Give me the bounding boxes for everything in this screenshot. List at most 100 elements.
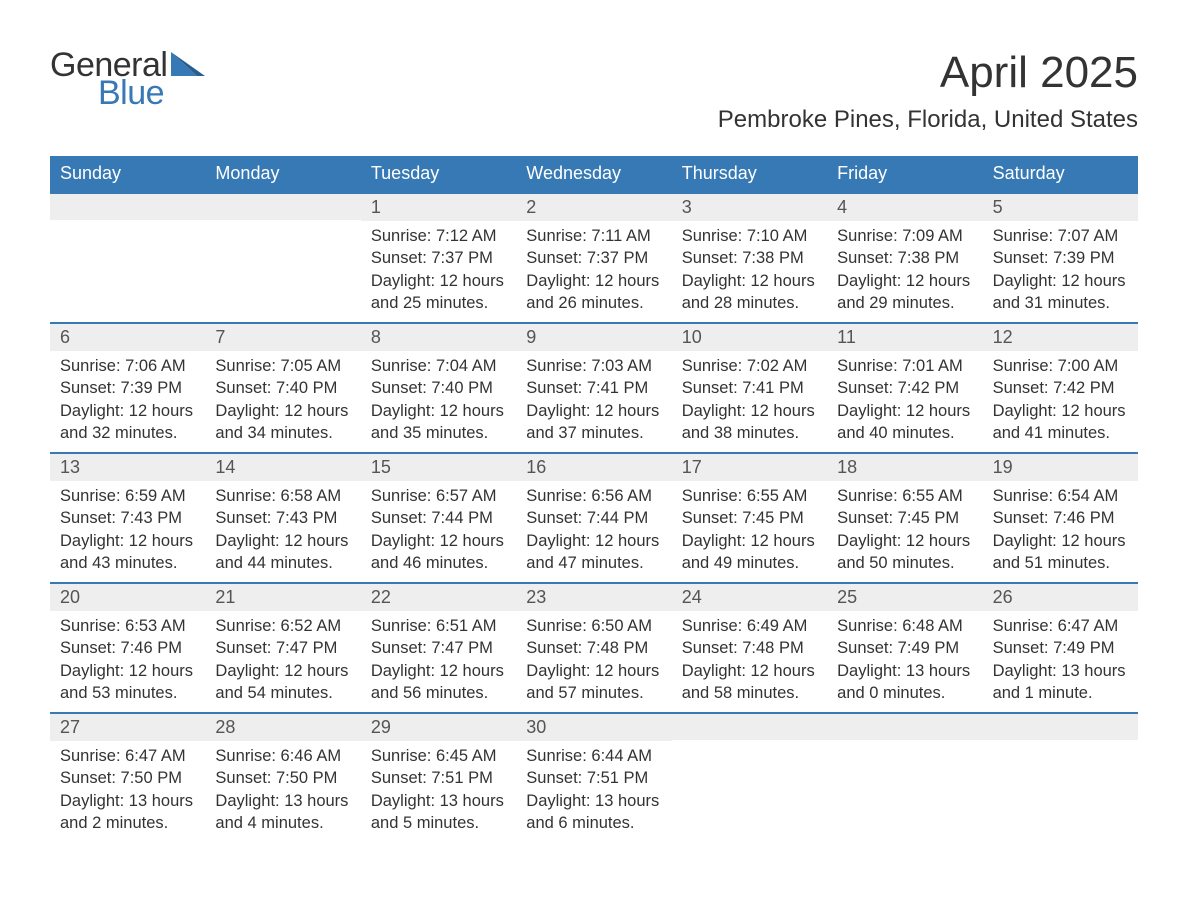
day-body: Sunrise: 7:10 AMSunset: 7:38 PMDaylight:… xyxy=(672,221,827,320)
day-cell: 24Sunrise: 6:49 AMSunset: 7:48 PMDayligh… xyxy=(672,584,827,712)
day-daylight2: and 6 minutes. xyxy=(526,812,661,834)
day-daylight1: Daylight: 13 hours xyxy=(993,660,1128,682)
day-cell: 23Sunrise: 6:50 AMSunset: 7:48 PMDayligh… xyxy=(516,584,671,712)
day-number: 21 xyxy=(205,584,360,611)
day-sunrise: Sunrise: 7:05 AM xyxy=(215,355,350,377)
day-body: Sunrise: 6:57 AMSunset: 7:44 PMDaylight:… xyxy=(361,481,516,580)
day-sunset: Sunset: 7:45 PM xyxy=(837,507,972,529)
dow-thursday: Thursday xyxy=(672,156,827,192)
dow-sunday: Sunday xyxy=(50,156,205,192)
day-sunset: Sunset: 7:48 PM xyxy=(526,637,661,659)
day-body: Sunrise: 6:59 AMSunset: 7:43 PMDaylight:… xyxy=(50,481,205,580)
day-daylight2: and 26 minutes. xyxy=(526,292,661,314)
day-daylight2: and 38 minutes. xyxy=(682,422,817,444)
day-cell: 12Sunrise: 7:00 AMSunset: 7:42 PMDayligh… xyxy=(983,324,1138,452)
day-cell: 21Sunrise: 6:52 AMSunset: 7:47 PMDayligh… xyxy=(205,584,360,712)
day-daylight1: Daylight: 12 hours xyxy=(215,530,350,552)
day-sunrise: Sunrise: 6:54 AM xyxy=(993,485,1128,507)
dow-tuesday: Tuesday xyxy=(361,156,516,192)
day-body: Sunrise: 6:55 AMSunset: 7:45 PMDaylight:… xyxy=(827,481,982,580)
logo-triangle-icon xyxy=(171,52,205,76)
day-body: Sunrise: 6:45 AMSunset: 7:51 PMDaylight:… xyxy=(361,741,516,840)
day-sunrise: Sunrise: 6:49 AM xyxy=(682,615,817,637)
day-sunrise: Sunrise: 7:10 AM xyxy=(682,225,817,247)
day-sunrise: Sunrise: 6:56 AM xyxy=(526,485,661,507)
day-number: 5 xyxy=(983,194,1138,221)
day-daylight2: and 44 minutes. xyxy=(215,552,350,574)
day-body: Sunrise: 6:50 AMSunset: 7:48 PMDaylight:… xyxy=(516,611,671,710)
title-block: April 2025 Pembroke Pines, Florida, Unit… xyxy=(718,48,1138,148)
day-cell: 3Sunrise: 7:10 AMSunset: 7:38 PMDaylight… xyxy=(672,194,827,322)
month-title: April 2025 xyxy=(718,48,1138,98)
day-sunrise: Sunrise: 6:44 AM xyxy=(526,745,661,767)
day-daylight2: and 28 minutes. xyxy=(682,292,817,314)
day-number: 10 xyxy=(672,324,827,351)
day-cell: 10Sunrise: 7:02 AMSunset: 7:41 PMDayligh… xyxy=(672,324,827,452)
day-number: 29 xyxy=(361,714,516,741)
day-cell: 28Sunrise: 6:46 AMSunset: 7:50 PMDayligh… xyxy=(205,714,360,842)
day-sunrise: Sunrise: 7:02 AM xyxy=(682,355,817,377)
day-daylight2: and 5 minutes. xyxy=(371,812,506,834)
day-number: 6 xyxy=(50,324,205,351)
day-sunset: Sunset: 7:39 PM xyxy=(993,247,1128,269)
day-daylight1: Daylight: 12 hours xyxy=(215,660,350,682)
day-sunset: Sunset: 7:49 PM xyxy=(993,637,1128,659)
day-sunset: Sunset: 7:40 PM xyxy=(215,377,350,399)
header: General Blue April 2025 Pembroke Pines, … xyxy=(50,48,1138,148)
day-cell: 8Sunrise: 7:04 AMSunset: 7:40 PMDaylight… xyxy=(361,324,516,452)
day-sunrise: Sunrise: 6:57 AM xyxy=(371,485,506,507)
day-cell: 16Sunrise: 6:56 AMSunset: 7:44 PMDayligh… xyxy=(516,454,671,582)
day-sunrise: Sunrise: 6:50 AM xyxy=(526,615,661,637)
day-number: 20 xyxy=(50,584,205,611)
calendar-grid: Sunday Monday Tuesday Wednesday Thursday… xyxy=(50,156,1138,842)
day-daylight2: and 54 minutes. xyxy=(215,682,350,704)
day-daylight1: Daylight: 12 hours xyxy=(682,270,817,292)
logo: General Blue xyxy=(50,48,205,110)
day-sunrise: Sunrise: 7:12 AM xyxy=(371,225,506,247)
day-sunrise: Sunrise: 6:47 AM xyxy=(60,745,195,767)
day-cell: 29Sunrise: 6:45 AMSunset: 7:51 PMDayligh… xyxy=(361,714,516,842)
day-sunset: Sunset: 7:41 PM xyxy=(526,377,661,399)
day-number: 15 xyxy=(361,454,516,481)
day-daylight1: Daylight: 13 hours xyxy=(60,790,195,812)
day-sunset: Sunset: 7:47 PM xyxy=(215,637,350,659)
day-daylight1: Daylight: 12 hours xyxy=(371,400,506,422)
day-daylight1: Daylight: 12 hours xyxy=(215,400,350,422)
day-daylight1: Daylight: 12 hours xyxy=(60,530,195,552)
day-cell: 6Sunrise: 7:06 AMSunset: 7:39 PMDaylight… xyxy=(50,324,205,452)
day-sunset: Sunset: 7:45 PM xyxy=(682,507,817,529)
day-daylight2: and 56 minutes. xyxy=(371,682,506,704)
day-sunrise: Sunrise: 6:58 AM xyxy=(215,485,350,507)
day-daylight1: Daylight: 12 hours xyxy=(682,660,817,682)
day-sunrise: Sunrise: 7:03 AM xyxy=(526,355,661,377)
day-body: Sunrise: 6:47 AMSunset: 7:50 PMDaylight:… xyxy=(50,741,205,840)
day-daylight1: Daylight: 12 hours xyxy=(526,270,661,292)
day-daylight2: and 31 minutes. xyxy=(993,292,1128,314)
day-sunset: Sunset: 7:47 PM xyxy=(371,637,506,659)
day-body: Sunrise: 7:03 AMSunset: 7:41 PMDaylight:… xyxy=(516,351,671,450)
day-daylight2: and 2 minutes. xyxy=(60,812,195,834)
day-daylight1: Daylight: 12 hours xyxy=(682,530,817,552)
day-cell xyxy=(672,714,827,842)
day-daylight1: Daylight: 12 hours xyxy=(526,400,661,422)
day-body: Sunrise: 6:53 AMSunset: 7:46 PMDaylight:… xyxy=(50,611,205,710)
day-sunset: Sunset: 7:49 PM xyxy=(837,637,972,659)
day-number: 12 xyxy=(983,324,1138,351)
day-body: Sunrise: 7:02 AMSunset: 7:41 PMDaylight:… xyxy=(672,351,827,450)
day-sunrise: Sunrise: 6:53 AM xyxy=(60,615,195,637)
dow-saturday: Saturday xyxy=(983,156,1138,192)
week-row: 6Sunrise: 7:06 AMSunset: 7:39 PMDaylight… xyxy=(50,322,1138,452)
day-sunset: Sunset: 7:50 PM xyxy=(215,767,350,789)
day-daylight2: and 40 minutes. xyxy=(837,422,972,444)
day-sunset: Sunset: 7:38 PM xyxy=(682,247,817,269)
logo-word-blue: Blue xyxy=(98,76,205,110)
day-daylight1: Daylight: 13 hours xyxy=(371,790,506,812)
day-number: 18 xyxy=(827,454,982,481)
day-number: 27 xyxy=(50,714,205,741)
day-sunset: Sunset: 7:46 PM xyxy=(993,507,1128,529)
day-cell: 14Sunrise: 6:58 AMSunset: 7:43 PMDayligh… xyxy=(205,454,360,582)
day-sunset: Sunset: 7:50 PM xyxy=(60,767,195,789)
day-daylight1: Daylight: 12 hours xyxy=(993,400,1128,422)
day-sunrise: Sunrise: 6:59 AM xyxy=(60,485,195,507)
day-daylight1: Daylight: 12 hours xyxy=(371,270,506,292)
